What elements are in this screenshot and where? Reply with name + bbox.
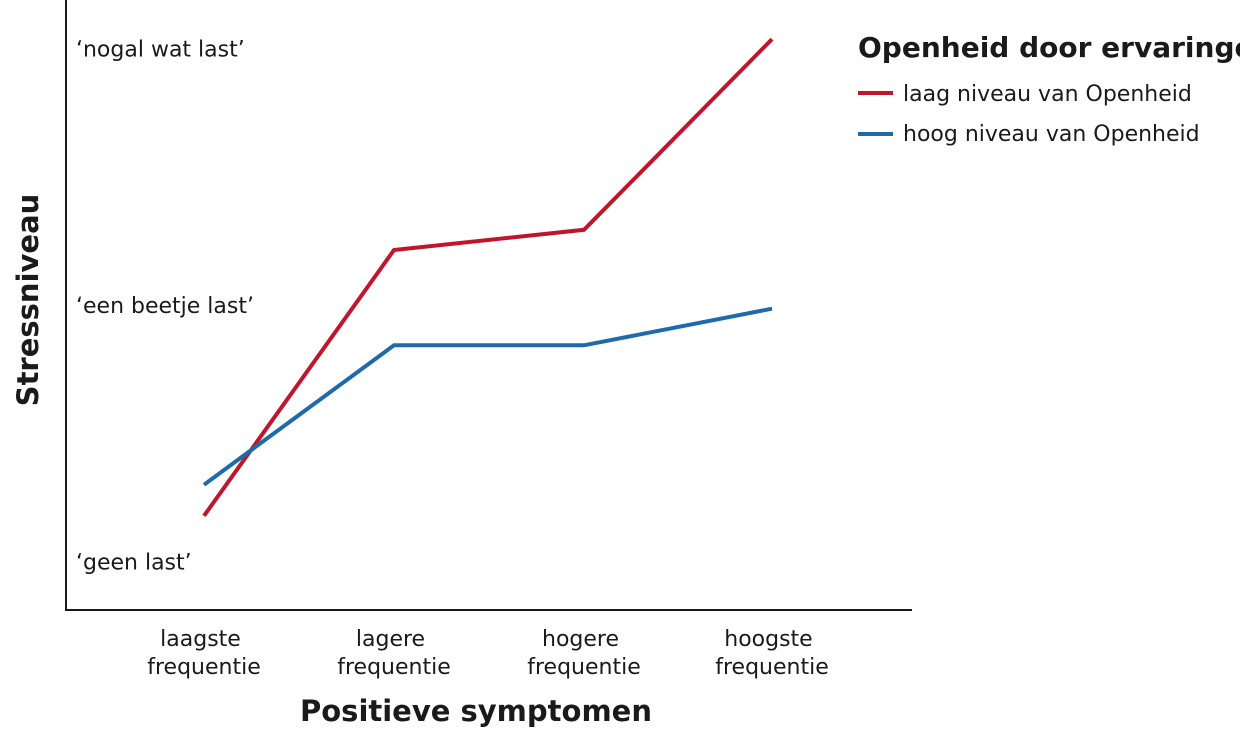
x-tick-label-hogere-line2: frequentie	[527, 655, 641, 680]
x-axis-title: Positieve symptomen	[300, 694, 652, 728]
x-tick-label-lagere-line1: lagere	[356, 627, 425, 652]
x-tick-label-hogere-line1: hogere	[542, 627, 619, 652]
x-tick-labels: laagste frequentie lagere frequentie hog…	[147, 627, 829, 680]
series-line-hoog-niveau	[202, 306, 773, 487]
x-tick-label-hoogste: hoogste frequentie	[715, 627, 829, 680]
y-tick-label-een-beetje-last: ‘een beetje last’	[76, 294, 254, 319]
x-tick-label-lagere-line2: frequentie	[337, 655, 451, 680]
y-tick-label-geen-last: ‘geen last’	[76, 551, 192, 576]
legend-label-hoog-niveau: hoog niveau van Openheid	[903, 122, 1200, 147]
y-axis-title: Stressniveau	[11, 194, 45, 407]
y-tick-labels: ‘geen last’ ‘een beetje last’ ‘nogal wat…	[76, 37, 254, 575]
legend-label-laag-niveau: laag niveau van Openheid	[903, 82, 1192, 107]
x-tick-label-hoogste-line2: frequentie	[715, 655, 829, 680]
x-tick-label-laagste-line1: laagste	[160, 627, 241, 652]
x-tick-label-laagste: laagste frequentie	[147, 627, 261, 680]
x-tick-label-lagere: lagere frequentie	[337, 627, 451, 680]
x-tick-label-hogere: hogere frequentie	[527, 627, 641, 680]
y-tick-label-nogal-wat-last: ‘nogal wat last’	[76, 37, 245, 62]
legend-title: Openheid door ervaringen	[858, 31, 1240, 64]
series-group	[202, 37, 774, 517]
legend: Openheid door ervaringen laag niveau van…	[858, 31, 1240, 147]
x-tick-label-hoogste-line1: hoogste	[724, 627, 812, 652]
series-line-laag-niveau	[202, 37, 774, 517]
x-tick-label-laagste-line2: frequentie	[147, 655, 261, 680]
axes	[65, 0, 912, 611]
